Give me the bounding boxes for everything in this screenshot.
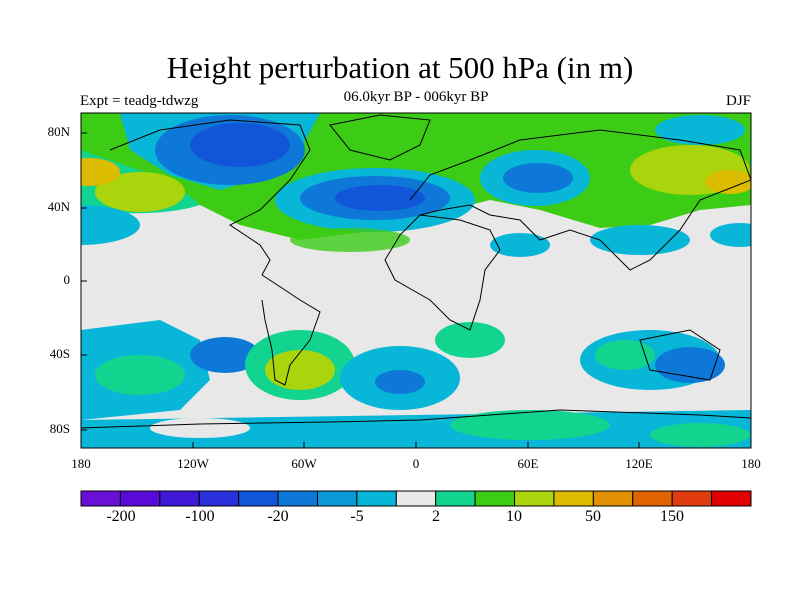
colorbar-label: 150 [660, 508, 684, 525]
lat-tick-40n: 40N [47, 199, 70, 214]
lon-tick-180e: 180 [741, 456, 761, 471]
plot-subtitle: 06.0kyr BP - 006kyr BP [343, 89, 489, 105]
colorbar-swatch [316, 490, 358, 507]
colorbar-label: 50 [585, 508, 601, 525]
colorbar-swatch [553, 490, 594, 507]
colorbar-swatch [514, 490, 555, 507]
plot-title: Height perturbation at 500 hPa (in m) [166, 50, 634, 85]
colorbar-label: -5 [350, 508, 364, 525]
colorbar-swatch [119, 490, 161, 507]
lon-tick-120e: 120E [625, 456, 653, 471]
colorbar-label: -200 [106, 508, 136, 525]
colorbar-swatch [238, 490, 279, 507]
colorbar-swatch [632, 490, 673, 507]
lat-tick-80n: 80N [47, 124, 70, 139]
colorbar-swatch [435, 490, 476, 507]
experiment-label: Expt = teadg-tdwzg [80, 93, 199, 109]
colorbar-label: 10 [506, 508, 522, 525]
colorbar-swatch [395, 490, 437, 507]
colorbar-swatch [356, 490, 397, 507]
contour-field [81, 113, 751, 448]
colorbar-swatch [474, 490, 516, 507]
lat-tick-0: 0 [63, 272, 71, 287]
colorbar-swatch [80, 490, 121, 507]
coastlines [81, 114, 751, 429]
colorbar-swatch [711, 490, 752, 507]
colorbar-swatch [592, 490, 634, 507]
lon-tick-180w: 180 [71, 456, 91, 471]
colorbar-label: 2 [432, 508, 440, 525]
colorbar-swatch [671, 490, 713, 507]
colorbar-swatch [198, 490, 240, 507]
lon-tick-120w: 120W [177, 456, 209, 471]
lat-tick-80s: 80S [49, 421, 70, 436]
colorbar-label: -100 [185, 508, 215, 525]
lon-tick-0: 0 [412, 456, 420, 471]
lat-tick-40s: 40S [49, 346, 70, 361]
colorbar-label: -20 [267, 508, 289, 525]
colorbar [80, 490, 752, 507]
season-label: DJF [725, 93, 751, 109]
colorbar-swatch [277, 490, 318, 507]
lon-tick-60w: 60W [291, 456, 317, 471]
colorbar-swatch [159, 490, 200, 507]
lon-tick-60e: 60E [517, 456, 539, 471]
axis-ticks [80, 132, 752, 448]
